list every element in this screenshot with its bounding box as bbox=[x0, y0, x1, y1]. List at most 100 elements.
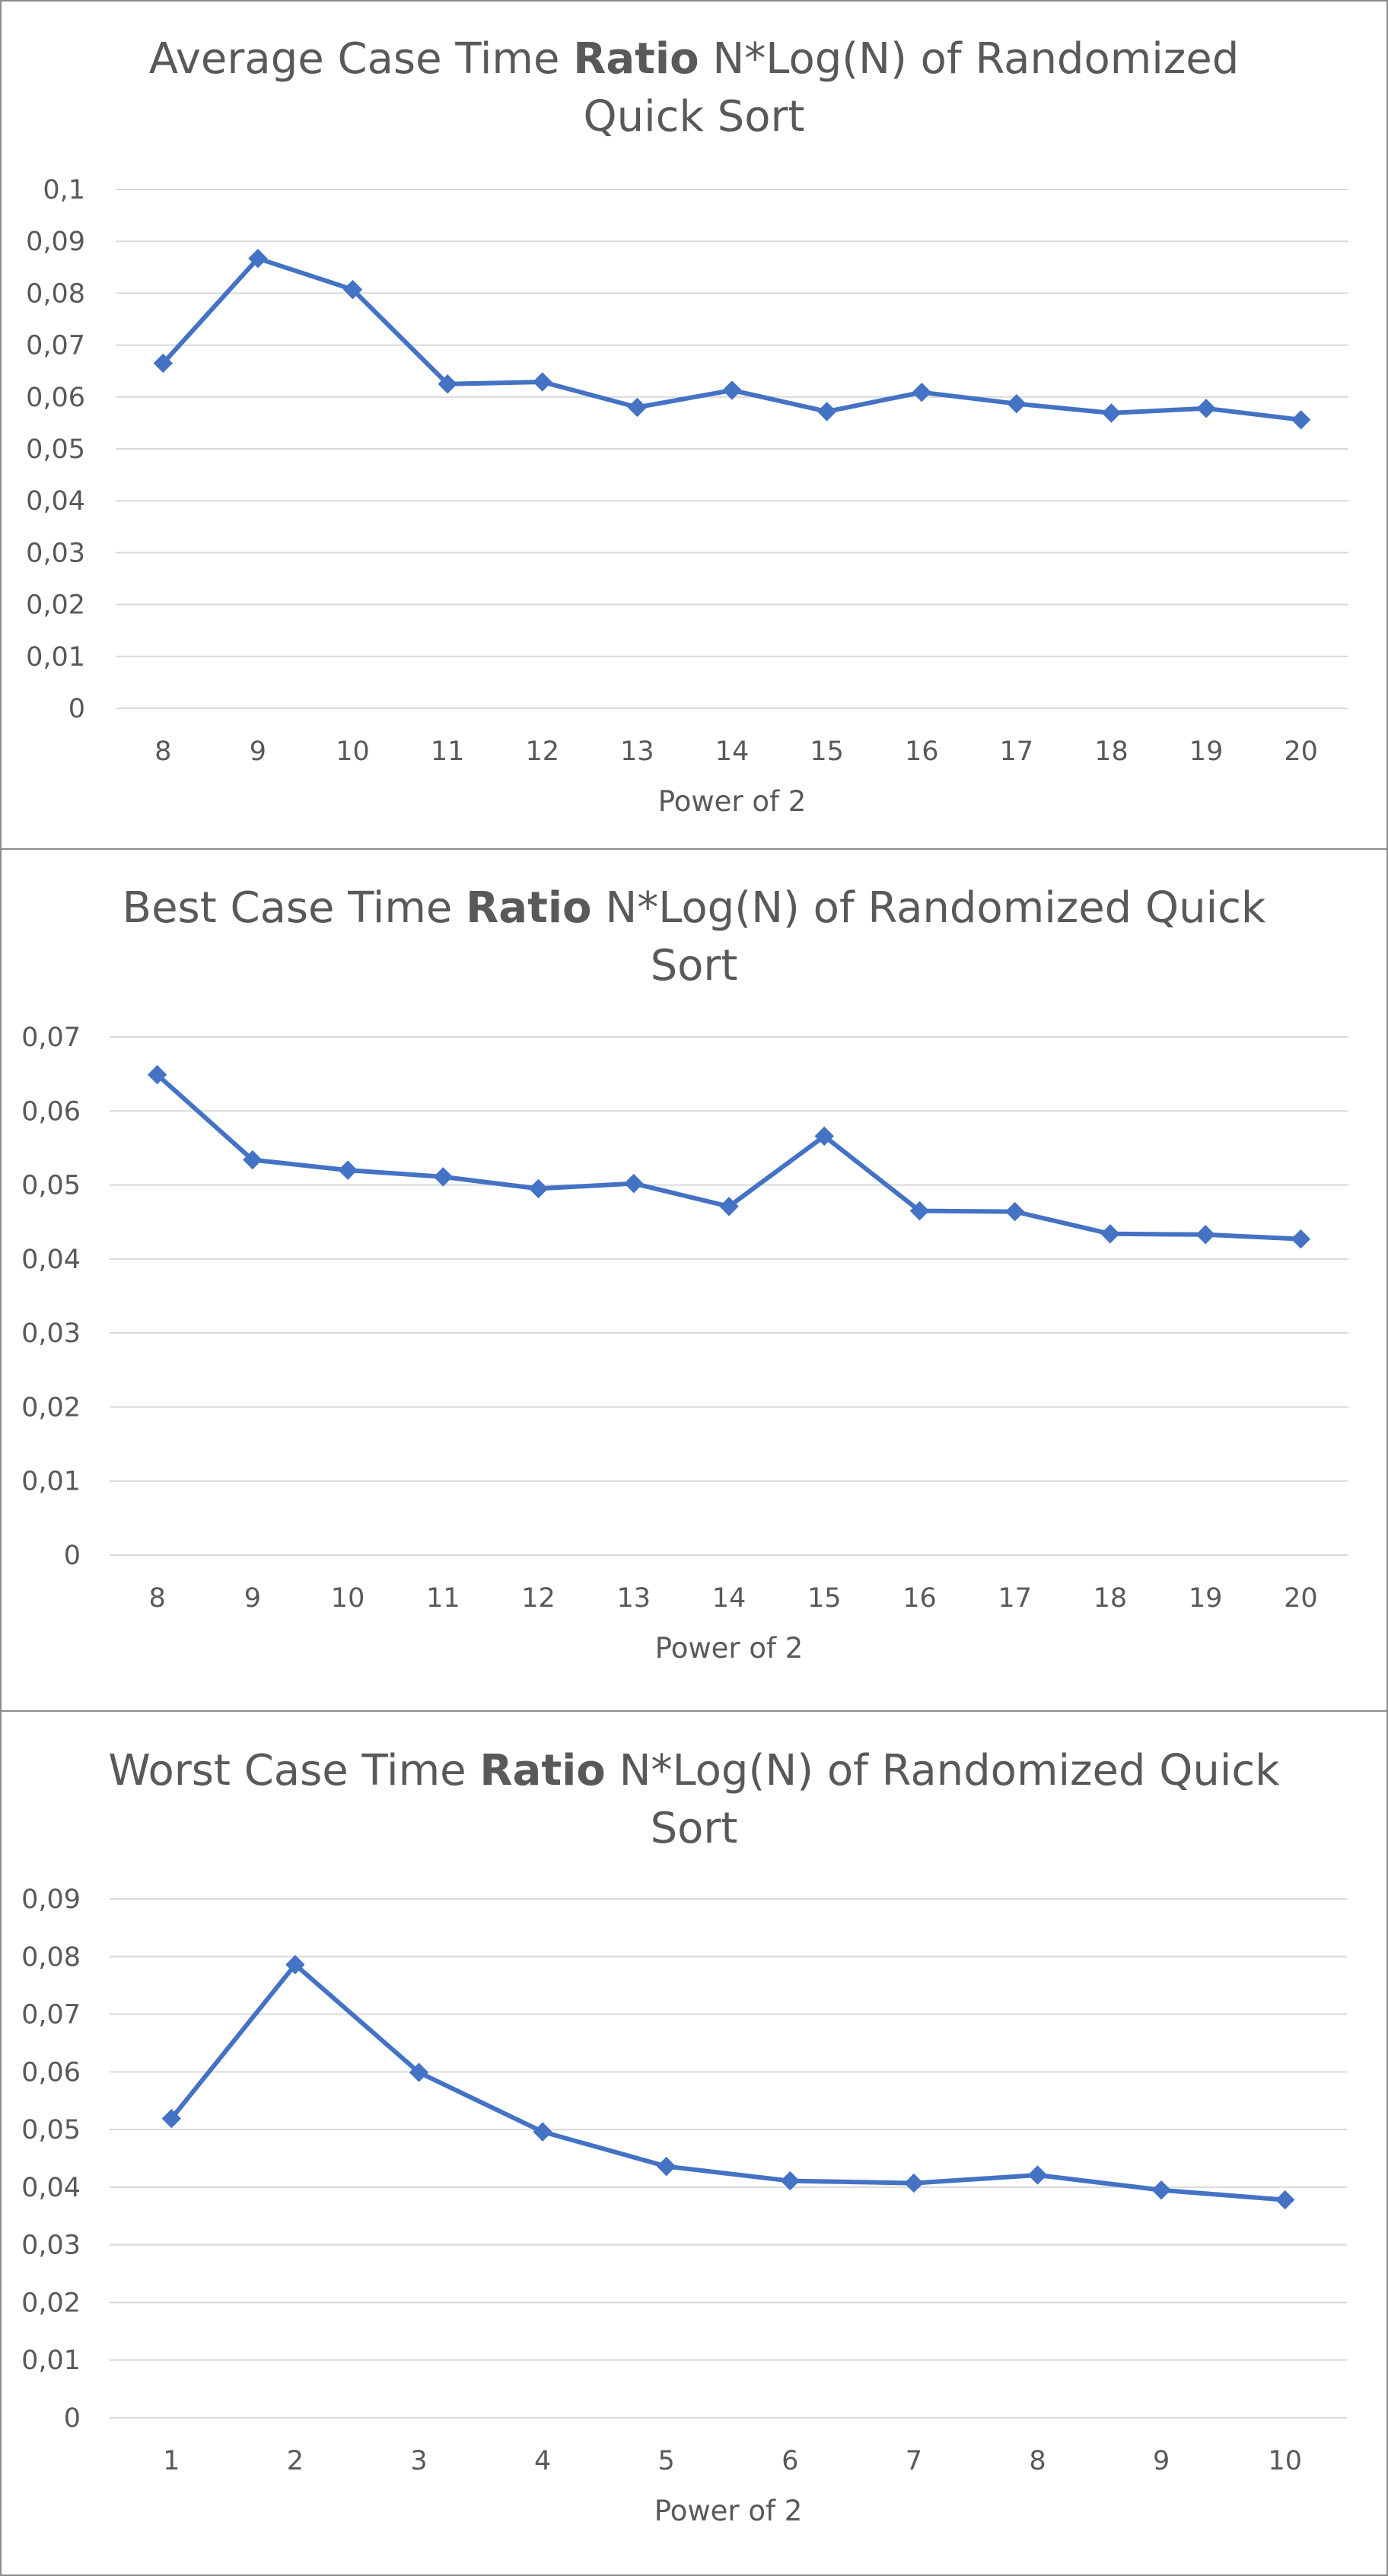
x-tick-label: 4 bbox=[534, 2446, 551, 2476]
data-point-marker bbox=[433, 1167, 454, 1187]
y-tick-label: 0,07 bbox=[21, 1022, 81, 1053]
chart-title-bold-run: Ratio bbox=[466, 883, 591, 933]
data-point-marker bbox=[624, 1173, 644, 1194]
data-point-marker bbox=[153, 353, 174, 374]
x-tick-label: 2 bbox=[287, 2446, 304, 2476]
chart-title-line-2: Quick Sort bbox=[584, 92, 805, 142]
y-tick-label: 0,02 bbox=[26, 590, 85, 621]
data-point-marker bbox=[285, 1954, 305, 1975]
chart-title-line-1: Worst Case Time Ratio N*Log(N) of Random… bbox=[108, 1746, 1280, 1795]
data-point-marker bbox=[904, 2173, 924, 2193]
y-tick-label: 0,01 bbox=[21, 2345, 81, 2376]
x-tick-label: 17 bbox=[998, 1583, 1032, 1614]
y-tick-label: 0,04 bbox=[26, 486, 85, 517]
chart-average-case: Average Case Time Ratio N*Log(N) of Rand… bbox=[0, 0, 1388, 850]
data-point-marker bbox=[1151, 2180, 1171, 2200]
chart-title-run: Sort bbox=[651, 941, 738, 991]
x-tick-label: 12 bbox=[521, 1583, 556, 1614]
data-point-marker bbox=[1291, 410, 1311, 430]
x-tick-label: 13 bbox=[616, 1583, 651, 1614]
y-tick-label: 0,03 bbox=[26, 538, 85, 568]
y-tick-label: 0,03 bbox=[21, 2231, 81, 2261]
x-tick-label: 8 bbox=[154, 736, 171, 767]
data-point-marker bbox=[719, 1197, 739, 1216]
chart-best-case-svg: Best Case Time Ratio N*Log(N) of Randomi… bbox=[21, 883, 1348, 1665]
chart-title-line-2: Sort bbox=[651, 1804, 738, 1853]
data-point-marker bbox=[1291, 1229, 1311, 1249]
data-point-marker bbox=[1275, 2190, 1295, 2210]
data-point-marker bbox=[1007, 393, 1027, 414]
x-tick-label: 15 bbox=[810, 736, 844, 767]
x-tick-label: 8 bbox=[148, 1583, 165, 1614]
x-tick-label: 3 bbox=[410, 2446, 427, 2476]
x-tick-label: 16 bbox=[905, 736, 939, 767]
x-tick-label: 13 bbox=[620, 736, 654, 767]
data-point-marker bbox=[1195, 1225, 1215, 1245]
x-tick-label: 15 bbox=[807, 1583, 842, 1614]
data-point-marker bbox=[780, 2171, 801, 2191]
y-tick-label: 0,02 bbox=[21, 2288, 81, 2318]
y-tick-label: 0 bbox=[64, 2403, 81, 2434]
chart-title-run: N*Log(N) of Randomized Quick bbox=[592, 883, 1266, 933]
chart-title-run: Worst Case Time bbox=[108, 1746, 479, 1795]
data-point-marker bbox=[1196, 399, 1216, 418]
y-tick-label: 0,04 bbox=[21, 1245, 81, 1275]
chart-title-line-2: Sort bbox=[651, 941, 738, 991]
x-tick-label: 19 bbox=[1189, 736, 1224, 767]
x-axis-label: Power of 2 bbox=[654, 2495, 803, 2527]
chart-title-bold-run: Ratio bbox=[479, 1746, 605, 1795]
data-point-marker bbox=[656, 2156, 676, 2177]
data-point-marker bbox=[1004, 1201, 1025, 1222]
x-tick-label: 18 bbox=[1094, 736, 1129, 767]
x-axis-label: Power of 2 bbox=[655, 1632, 804, 1665]
chart-title-run: Quick Sort bbox=[584, 92, 805, 142]
y-tick-label: 0,1 bbox=[43, 175, 85, 205]
x-tick-label: 18 bbox=[1094, 1583, 1128, 1614]
x-tick-label: 11 bbox=[431, 736, 465, 767]
x-tick-label: 14 bbox=[712, 1583, 747, 1614]
x-tick-label: 7 bbox=[906, 2446, 922, 2476]
series-line bbox=[169, 1962, 1288, 2202]
x-tick-label: 9 bbox=[244, 1583, 261, 1614]
y-tick-label: 0,05 bbox=[21, 2115, 81, 2145]
data-point-marker bbox=[342, 279, 363, 300]
data-point-marker bbox=[1027, 2165, 1048, 2185]
data-point-marker bbox=[438, 374, 457, 394]
y-tick-label: 0 bbox=[68, 694, 85, 724]
data-point-marker bbox=[533, 372, 552, 392]
y-tick-label: 0,05 bbox=[26, 434, 85, 465]
y-tick-label: 0,08 bbox=[26, 278, 85, 309]
data-point-marker bbox=[627, 397, 648, 418]
x-tick-label: 9 bbox=[250, 736, 266, 767]
chart-best-case: Best Case Time Ratio N*Log(N) of Randomi… bbox=[0, 848, 1388, 1712]
x-tick-label: 12 bbox=[525, 736, 559, 767]
data-point-marker bbox=[1101, 403, 1122, 423]
data-point-marker bbox=[912, 382, 931, 402]
x-tick-label: 20 bbox=[1284, 1583, 1318, 1614]
data-point-marker bbox=[243, 1150, 263, 1170]
y-tick-label: 0,06 bbox=[21, 2057, 81, 2088]
y-tick-label: 0,05 bbox=[21, 1171, 81, 1201]
x-tick-label: 17 bbox=[1000, 736, 1034, 767]
chart-title-run: Average Case Time bbox=[149, 34, 573, 84]
chart-title-line-1: Best Case Time Ratio N*Log(N) of Randomi… bbox=[123, 883, 1266, 933]
y-tick-label: 0,02 bbox=[21, 1392, 81, 1423]
chart-title-run: N*Log(N) of Randomized Quick bbox=[606, 1746, 1280, 1795]
data-point-marker bbox=[161, 2109, 182, 2129]
x-tick-label: 10 bbox=[1268, 2446, 1302, 2476]
x-tick-label: 19 bbox=[1189, 1583, 1223, 1614]
x-tick-label: 11 bbox=[426, 1583, 460, 1614]
x-tick-label: 8 bbox=[1029, 2446, 1046, 2476]
data-point-marker bbox=[147, 1064, 167, 1085]
y-tick-label: 0,04 bbox=[21, 2173, 81, 2203]
x-tick-label: 10 bbox=[331, 1583, 365, 1614]
y-tick-label: 0,03 bbox=[21, 1318, 81, 1349]
y-tick-label: 0,06 bbox=[21, 1096, 81, 1127]
x-tick-label: 16 bbox=[903, 1583, 937, 1614]
data-point-marker bbox=[533, 2122, 552, 2142]
data-point-marker bbox=[814, 1126, 834, 1146]
chart-title-bold-run: Ratio bbox=[573, 34, 699, 84]
data-point-marker bbox=[817, 402, 837, 421]
x-tick-label: 1 bbox=[163, 2446, 180, 2476]
chart-title-run: Sort bbox=[651, 1804, 738, 1853]
